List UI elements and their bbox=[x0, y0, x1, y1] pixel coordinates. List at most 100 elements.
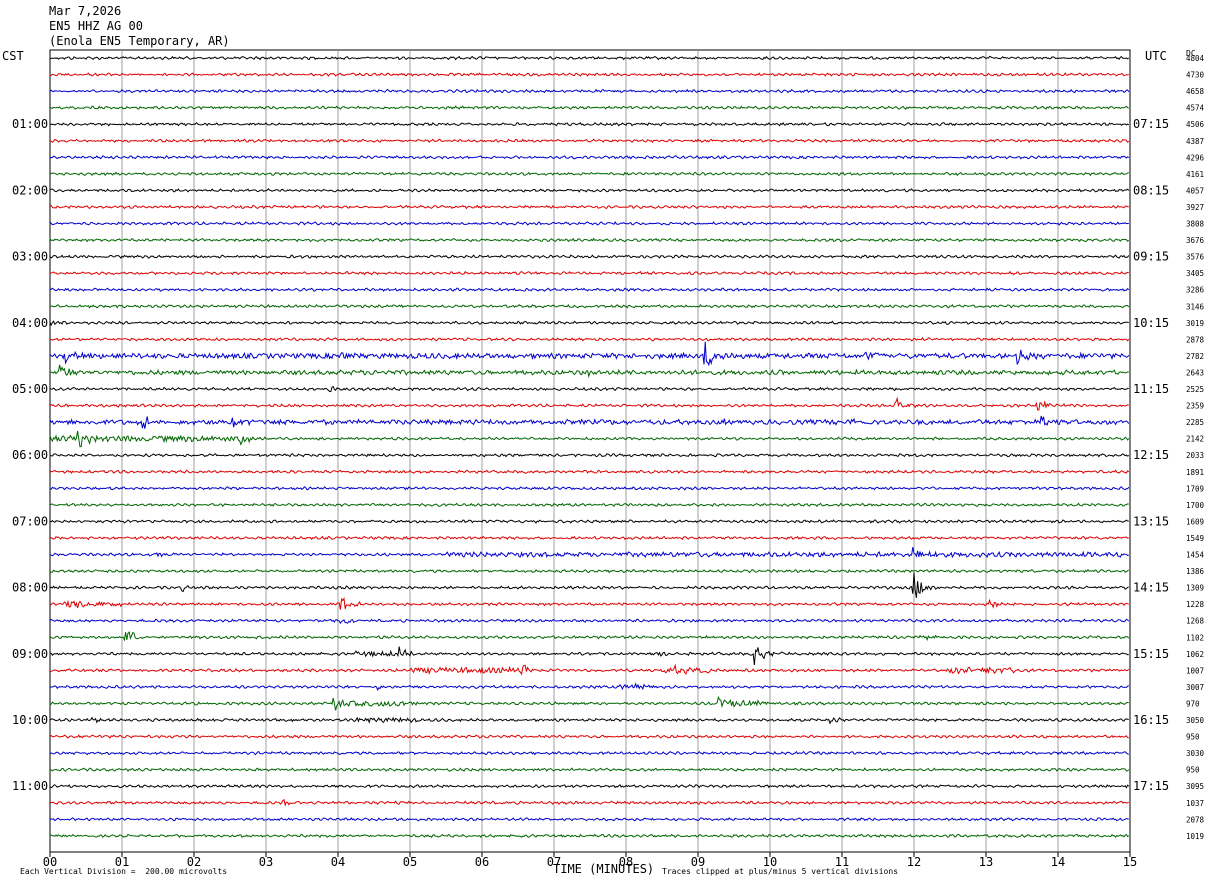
dc-value: 3676 bbox=[1186, 236, 1205, 245]
trace-row bbox=[49, 519, 1129, 524]
plot-frame bbox=[49, 49, 1131, 853]
x-tick-label: 15 bbox=[1123, 855, 1137, 869]
trace-row bbox=[50, 663, 1130, 676]
left-hour-label: 06:00 bbox=[12, 448, 48, 462]
trace-row bbox=[49, 254, 1130, 259]
trace-row bbox=[49, 716, 1129, 725]
dc-value: 2142 bbox=[1186, 435, 1204, 444]
trace-row bbox=[49, 105, 1129, 110]
dc-value: 1891 bbox=[1186, 468, 1204, 477]
left-timezone-label: CST bbox=[2, 49, 24, 63]
trace-row bbox=[49, 596, 1129, 610]
dc-value: 1102 bbox=[1186, 633, 1204, 642]
trace-row bbox=[49, 750, 1129, 756]
right-hour-label: 09:15 bbox=[1133, 250, 1169, 264]
trace-row bbox=[49, 155, 1130, 160]
x-tick-label: 09 bbox=[691, 855, 705, 869]
dc-value: 4161 bbox=[1186, 170, 1204, 179]
trace-row bbox=[49, 171, 1130, 177]
x-tick-label: 03 bbox=[259, 855, 273, 869]
dc-value: 1700 bbox=[1186, 501, 1205, 510]
right-hour-label: 07:15 bbox=[1133, 117, 1169, 131]
left-hour-label: 07:00 bbox=[12, 514, 48, 528]
dc-value: 2878 bbox=[1186, 335, 1205, 344]
trace-row bbox=[49, 646, 1129, 666]
right-hour-label: 16:15 bbox=[1133, 713, 1169, 727]
right-hour-label: 14:15 bbox=[1133, 581, 1169, 595]
right-hour-label: 15:15 bbox=[1133, 647, 1169, 661]
dc-value: 1386 bbox=[1186, 567, 1205, 576]
right-hour-label: 17:15 bbox=[1133, 779, 1169, 793]
dc-value: 3927 bbox=[1186, 203, 1204, 212]
dc-value: 1454 bbox=[1186, 551, 1205, 560]
dc-value: 3007 bbox=[1186, 683, 1204, 692]
x-axis-label: TIME (MINUTES) bbox=[553, 862, 655, 876]
dc-value: 3030 bbox=[1186, 749, 1205, 758]
trace-row bbox=[49, 502, 1129, 508]
x-tick-label: 06 bbox=[475, 855, 489, 869]
trace-row bbox=[49, 188, 1130, 193]
dc-value: 2078 bbox=[1186, 815, 1205, 824]
header-station: (Enola EN5 Temporary, AR) bbox=[49, 34, 230, 48]
dc-value: 2643 bbox=[1186, 368, 1204, 377]
header-channel: EN5 HHZ AG 00 bbox=[49, 19, 143, 33]
x-tick-label: 07 bbox=[547, 855, 561, 869]
dc-value: 4506 bbox=[1186, 120, 1205, 129]
trace-row bbox=[49, 341, 1130, 367]
dc-value: 1037 bbox=[1186, 799, 1204, 808]
trace-row bbox=[49, 431, 1130, 448]
dc-value: 1062 bbox=[1186, 650, 1204, 659]
left-hour-label: 01:00 bbox=[12, 117, 48, 131]
left-hour-label: 10:00 bbox=[12, 713, 48, 727]
left-hour-label: 09:00 bbox=[12, 647, 48, 661]
right-hour-label: 11:15 bbox=[1133, 382, 1169, 396]
dc-value: 950 bbox=[1186, 733, 1200, 742]
dc-value: 1019 bbox=[1186, 832, 1204, 841]
x-tick-label: 02 bbox=[187, 855, 201, 869]
trace-row bbox=[49, 237, 1130, 243]
x-tick-label: 12 bbox=[907, 855, 921, 869]
dc-value: 1309 bbox=[1186, 584, 1204, 593]
dc-value: 2525 bbox=[1186, 385, 1204, 394]
right-hour-label: 08:15 bbox=[1133, 183, 1169, 197]
scale-note: Each Vertical Division = 200.00 microvol… bbox=[20, 867, 228, 876]
trace-row bbox=[49, 568, 1130, 574]
trace-row bbox=[49, 396, 1129, 411]
trace-row bbox=[49, 303, 1130, 309]
dc-value: 950 bbox=[1186, 766, 1200, 775]
left-hour-label: 11:00 bbox=[12, 779, 48, 793]
dc-value: 4730 bbox=[1186, 71, 1205, 80]
dc-value: 4574 bbox=[1186, 104, 1205, 113]
trace-row bbox=[49, 734, 1129, 739]
trace-row bbox=[49, 72, 1129, 77]
dc-value: 4658 bbox=[1186, 87, 1205, 96]
dc-value: 2782 bbox=[1186, 352, 1204, 361]
clip-note: Traces clipped at plus/minus 5 vertical … bbox=[662, 867, 899, 876]
trace-row bbox=[49, 798, 1129, 807]
trace-row bbox=[49, 204, 1129, 210]
dc-value: 2033 bbox=[1186, 451, 1204, 460]
x-tick-label: 08 bbox=[619, 855, 633, 869]
trace-row bbox=[49, 320, 1129, 327]
trace-row bbox=[49, 618, 1130, 625]
left-hour-label: 05:00 bbox=[12, 382, 48, 396]
x-tick-label: 04 bbox=[331, 855, 345, 869]
trace-row bbox=[49, 55, 1130, 61]
trace-row bbox=[49, 682, 1130, 691]
dc-value: 3050 bbox=[1186, 716, 1205, 725]
dc-label: DC bbox=[1186, 49, 1196, 58]
x-tick-label: 11 bbox=[835, 855, 849, 869]
dc-value: 2359 bbox=[1186, 402, 1204, 411]
trace-row bbox=[49, 784, 1130, 789]
trace-row bbox=[49, 364, 1129, 379]
dc-value: 970 bbox=[1186, 699, 1200, 708]
trace-row bbox=[49, 270, 1129, 276]
dc-value: 1268 bbox=[1186, 617, 1205, 626]
header-date: Mar 7,2026 bbox=[49, 4, 122, 18]
left-hour-label: 08:00 bbox=[12, 581, 48, 595]
trace-row bbox=[49, 547, 1129, 559]
dc-value: 4057 bbox=[1186, 186, 1204, 195]
dc-value: 3146 bbox=[1186, 302, 1205, 311]
trace-row bbox=[49, 452, 1130, 458]
